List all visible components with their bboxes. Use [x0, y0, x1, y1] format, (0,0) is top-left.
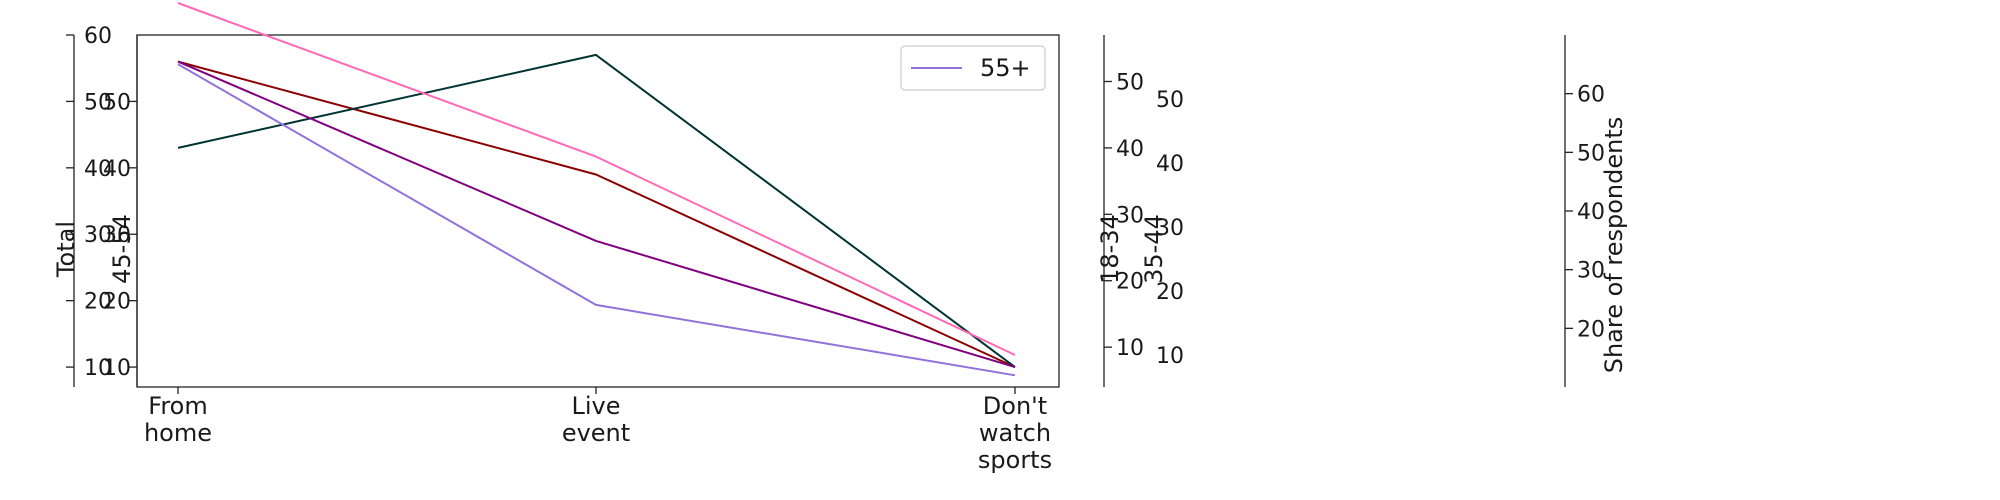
series-line-35-44: [177, 2, 1016, 356]
axis-title-total: Total: [52, 221, 80, 278]
axis-a3544: 10 20 30 40 50 35-44: [1140, 88, 1184, 369]
category-layer: From home Live event Don't watch sports: [144, 387, 1052, 474]
tick-label-a1834-20: 20: [1116, 270, 1144, 295]
x-tick-label-1: Live event: [562, 392, 630, 447]
tick-label-a4554-40: 40: [103, 157, 131, 182]
tick-label-a3544-50: 50: [1156, 88, 1184, 113]
tick-label-total-50: 50: [84, 90, 112, 115]
tick-label-a4554-50: 50: [103, 90, 131, 115]
series-line-55plus: [177, 63, 1016, 377]
tick-label-a4554-30: 30: [103, 223, 131, 248]
tick-label-a3544-10: 10: [1156, 344, 1184, 369]
tick-label-a1834-10: 10: [1116, 336, 1144, 361]
tick-label-a4554-20: 20: [103, 290, 131, 315]
tick-label-share-50: 50: [1577, 141, 1605, 166]
series-line-Total: [177, 60, 1016, 369]
tick-label-total-30: 30: [84, 223, 112, 248]
axis-title-a4554: 45-54: [108, 214, 136, 284]
tick-label-share-30: 30: [1577, 259, 1605, 284]
axis-total: 10 20 30 40 50 60 Total: [52, 24, 112, 387]
x-tick-label-0: From home: [144, 392, 212, 447]
axis-a4554: 10 20 30 40 50 45-54: [103, 35, 138, 387]
axes-layer: 10 20 30 40 50 60 Total 10 20 30 40 50 45-54 10 20 30 40…: [52, 24, 1628, 387]
tick-label-total-10: 10: [84, 356, 112, 381]
tick-label-share-20: 20: [1577, 317, 1605, 342]
tick-label-total-20: 20: [84, 290, 112, 315]
plot-area-border: [136, 34, 1060, 388]
tick-label-total-60: 60: [84, 24, 112, 49]
tick-label-a3544-30: 30: [1156, 216, 1184, 241]
legend: 55+: [900, 45, 1046, 91]
tick-label-share-40: 40: [1577, 200, 1605, 225]
legend-box: [900, 45, 1046, 91]
tick-label-a1834-40: 40: [1116, 137, 1144, 162]
legend-label-55plus: 55+: [980, 54, 1031, 82]
tick-label-a3544-40: 40: [1156, 152, 1184, 177]
axis-title-a3544: 35-44: [1140, 214, 1168, 284]
tick-label-a1834-50: 50: [1116, 70, 1144, 95]
axis-title-share: Share of respondents: [1600, 117, 1628, 374]
x-tick-label-2: Don't watch sports: [978, 392, 1052, 474]
tick-label-a4554-10: 10: [103, 356, 131, 381]
tick-label-total-40: 40: [84, 157, 112, 182]
series-layer: [177, 2, 1016, 377]
axis-a1834: 10 20 30 40 50 18-34: [1096, 35, 1144, 387]
plot-frame: [136, 34, 1060, 388]
axis-title-a1834: 18-34: [1096, 214, 1124, 284]
series-line-45-54: [177, 60, 1016, 369]
series-line-18-34: [177, 53, 1016, 368]
tick-label-a3544-20: 20: [1156, 280, 1184, 305]
tick-label-a1834-30: 30: [1116, 203, 1144, 228]
tick-label-share-60: 60: [1577, 83, 1605, 108]
axis-share: 20 30 40 50 60 Share of respondents: [1564, 35, 1628, 387]
